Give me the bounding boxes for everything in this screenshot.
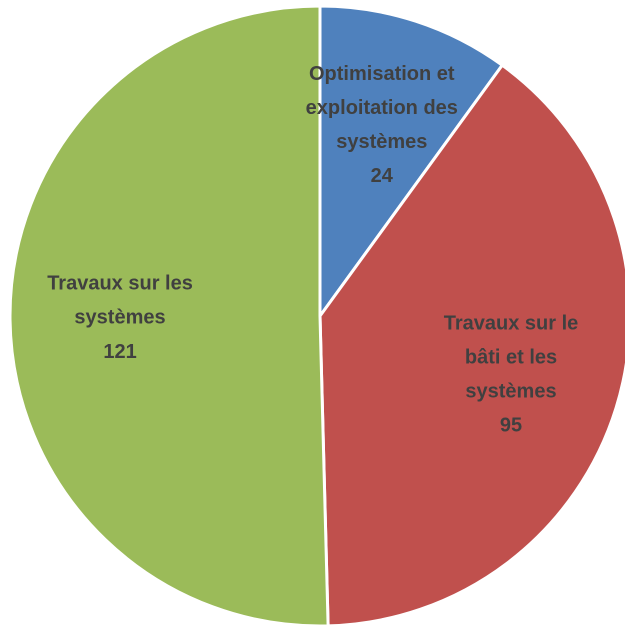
label-line: Travaux sur les [47, 273, 193, 295]
label-line: Optimisation et [309, 63, 455, 85]
value-label: 121 [103, 341, 136, 363]
value-label: 24 [371, 165, 394, 187]
slice-label: Travaux sur les systèmes [47, 273, 193, 329]
value-label: 95 [500, 415, 522, 437]
label-line: bâti et les [465, 347, 557, 369]
label-line: systèmes [74, 307, 165, 329]
label-line: Travaux sur le [444, 313, 579, 335]
label-line: systèmes [465, 381, 556, 403]
pie-slice [318, 4, 505, 321]
pie-slice [318, 63, 625, 626]
label-line: exploitation des [306, 97, 458, 119]
label-line: systèmes [336, 131, 427, 153]
slice-label: Optimisation et exploitation des systèmes [306, 63, 458, 153]
slice-label: Travaux sur le bâti et les systèmes [444, 313, 579, 403]
pie-slice [8, 4, 330, 626]
